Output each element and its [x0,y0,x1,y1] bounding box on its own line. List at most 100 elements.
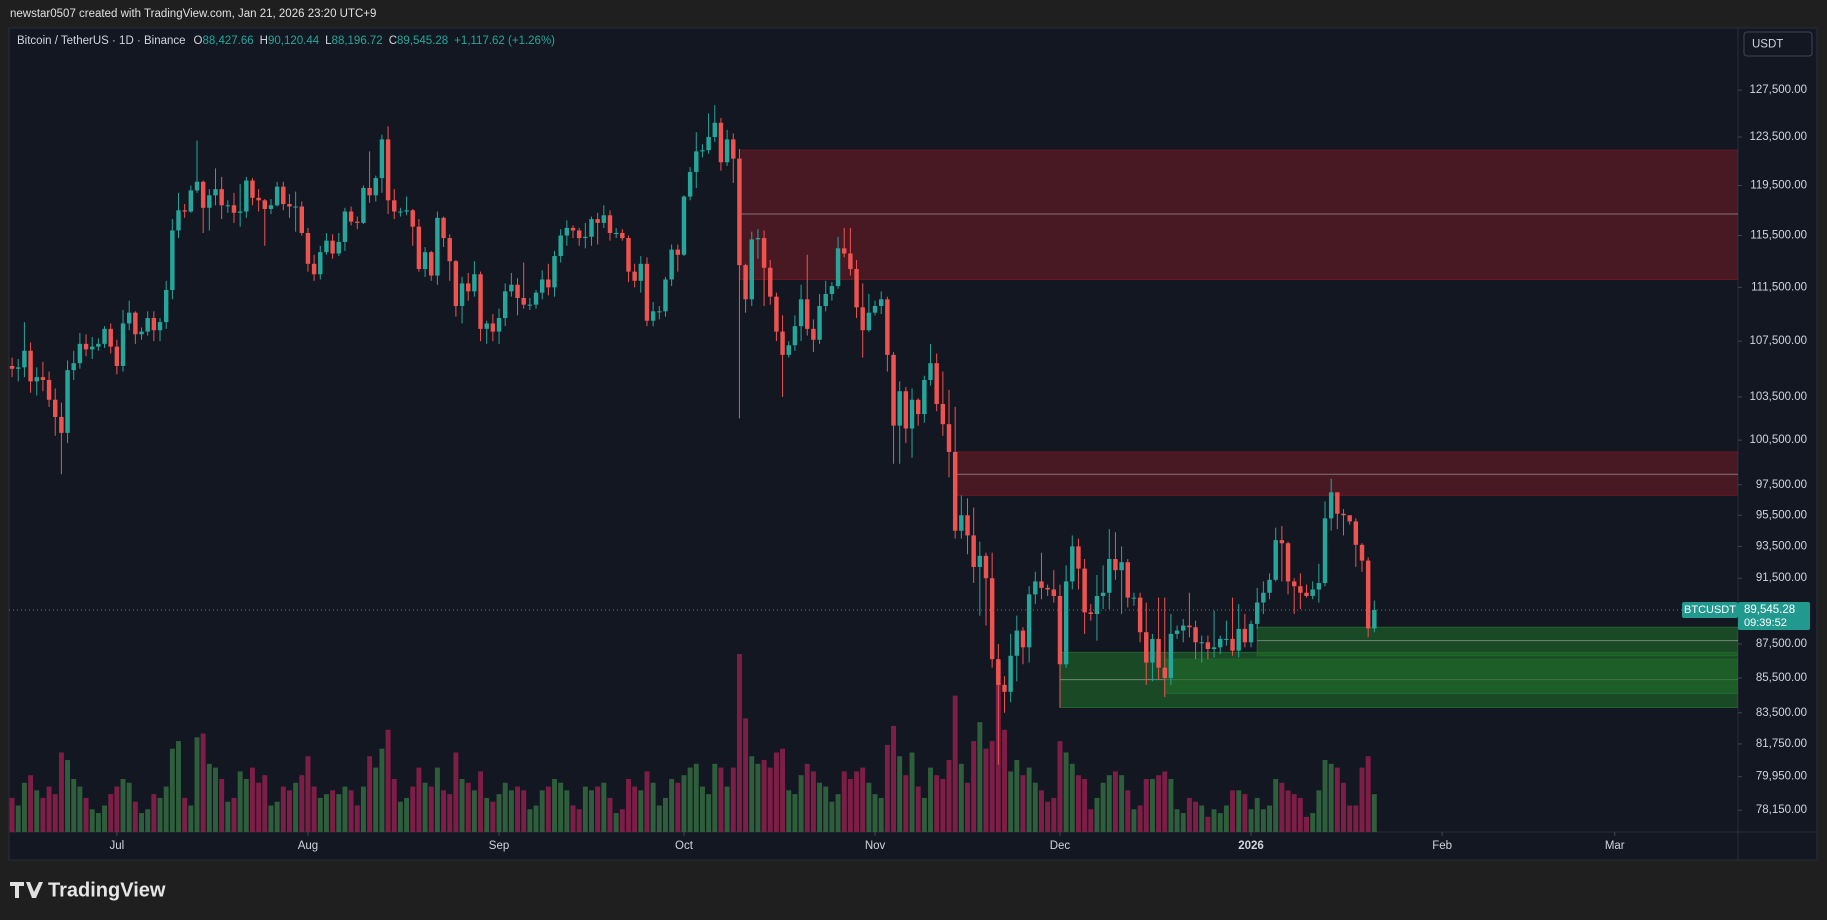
volume-bar [169,748,175,832]
volume-bar [872,794,878,832]
candle-body [1205,642,1211,650]
candle-body [200,181,206,208]
y-tick-label: 127,500.00 [1749,84,1807,96]
y-tick-label: 103,500.00 [1749,391,1807,403]
candle-body [422,252,428,270]
volume-bar [1254,797,1260,832]
volume-bar [527,809,533,832]
candle-body [188,190,194,212]
volume-bar [1285,790,1291,832]
candle-body [367,187,372,196]
volume-bar [293,782,299,832]
candle-body [928,363,933,380]
candle-body [638,263,644,281]
candle-body [1014,630,1020,656]
volume-bar [188,805,194,832]
candle-body [706,137,711,151]
volume-bar [515,786,520,832]
volume-bar [34,790,40,832]
candle-body [22,350,27,368]
candle-body [342,211,348,242]
plot-area [9,105,1738,832]
volume-bar [804,763,810,832]
volume-bar [126,782,132,832]
y-tick-label: 85,500.00 [1756,672,1807,684]
volume-bar [1316,790,1322,832]
candle-body [1125,562,1130,598]
candle-body [1261,592,1266,603]
volume-bar [915,786,921,832]
volume-bar [1193,801,1199,832]
y-tick-label: 100,500.00 [1749,434,1807,446]
volume-bar [102,805,108,832]
volume-bar [1174,809,1180,832]
volume-bar [699,786,705,832]
candle-body [878,299,884,306]
volume-bar [132,801,138,832]
volume-bar [1217,813,1223,832]
candle-body [1267,579,1272,593]
y-tick-label: 95,500.00 [1756,509,1807,521]
candle-body [675,249,681,255]
volume-bar [675,782,681,832]
currency-label[interactable]: USDT [1752,39,1783,51]
candle-body [848,253,853,270]
candle-body [1033,581,1038,595]
volume-bar [268,805,274,832]
candle-body [1322,518,1328,584]
candle-body [515,284,520,298]
volume-bar [1291,794,1297,832]
legend-value: 89,545.28 [397,35,448,47]
volume-bar [706,794,712,832]
candle-body [650,311,656,321]
candle-body [465,283,471,292]
candle-body [496,318,502,332]
candle-body [1082,568,1087,613]
volume-bar [632,786,638,832]
volume-bar [71,778,77,832]
y-tick-label: 87,500.00 [1756,638,1807,650]
y-tick-label: 78,150.00 [1756,804,1807,816]
volume-bar [139,813,144,832]
candle-body [1119,562,1124,571]
candle-body [1328,492,1334,519]
volume-bar [662,797,668,832]
candle-body [219,189,224,206]
volume-bar [1008,771,1014,832]
volume-bar [1334,767,1340,832]
volume-bar [773,752,779,832]
candle-body [657,311,662,313]
volume-bar [1223,805,1229,832]
candle-body [305,232,311,264]
candle-body [102,328,107,344]
volume-bar [397,801,403,832]
candle-body [1057,595,1063,665]
x-tick-label: Sep [489,840,509,852]
volume-bar [1162,771,1168,832]
candle-body [1218,638,1223,648]
candle-body [842,248,847,254]
candle-body [355,221,360,223]
last-price-label: 89,545.28 [1744,604,1795,616]
candle-body [1304,592,1309,596]
candle-body [373,178,378,196]
legend-value: 88,196.72 [332,35,383,47]
volume-bar [730,767,736,832]
volume-bar [736,654,742,832]
y-tick-label: 83,500.00 [1756,707,1807,719]
candle-body [1181,625,1186,631]
candle-body [429,252,434,276]
candle-body [718,122,724,163]
volume-bar [1119,775,1125,832]
candle-body [120,323,126,366]
volume-bar [946,760,952,832]
volume-bar [743,718,749,832]
volume-bar [250,767,255,832]
volume-bar [1180,813,1186,832]
volume-bar [367,756,373,832]
symbol-tag [1682,601,1738,618]
candle-body [281,186,286,205]
candle-body [379,139,385,179]
volume-bar [1063,752,1069,832]
currency-button[interactable] [1743,31,1813,57]
